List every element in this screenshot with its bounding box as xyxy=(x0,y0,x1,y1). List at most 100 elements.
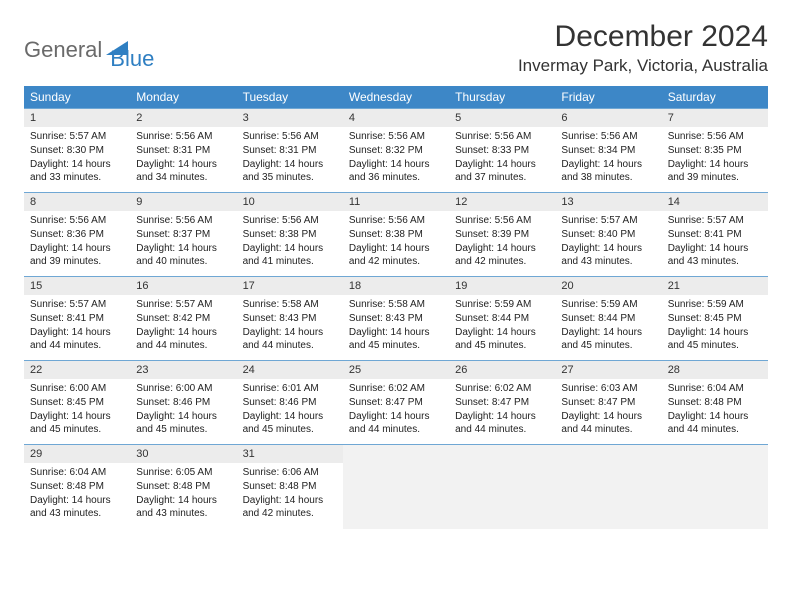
sunrise-line: Sunrise: 5:57 AM xyxy=(561,214,655,227)
sunrise-line: Sunrise: 5:56 AM xyxy=(561,130,655,143)
day-details: Sunrise: 6:04 AMSunset: 8:48 PMDaylight:… xyxy=(662,379,768,441)
day-details: Sunrise: 5:58 AMSunset: 8:43 PMDaylight:… xyxy=(343,295,449,357)
day-number: 3 xyxy=(237,109,343,127)
day-details: Sunrise: 6:04 AMSunset: 8:48 PMDaylight:… xyxy=(24,463,130,525)
sunrise-line: Sunrise: 6:02 AM xyxy=(349,382,443,395)
sunrise-line: Sunrise: 5:56 AM xyxy=(349,214,443,227)
sunset-line: Sunset: 8:34 PM xyxy=(561,144,655,157)
sunrise-line: Sunrise: 5:56 AM xyxy=(349,130,443,143)
sunrise-line: Sunrise: 6:04 AM xyxy=(668,382,762,395)
sunset-line: Sunset: 8:41 PM xyxy=(30,312,124,325)
sunrise-line: Sunrise: 5:56 AM xyxy=(243,130,337,143)
sunset-line: Sunset: 8:40 PM xyxy=(561,228,655,241)
sunset-line: Sunset: 8:47 PM xyxy=(455,396,549,409)
calendar-day: 15 Sunrise: 5:57 AMSunset: 8:41 PMDayligh… xyxy=(24,277,130,361)
sunset-line: Sunset: 8:48 PM xyxy=(136,480,230,493)
day-details: Sunrise: 5:56 AMSunset: 8:37 PMDaylight:… xyxy=(130,211,236,273)
day-details: Sunrise: 5:56 AMSunset: 8:31 PMDaylight:… xyxy=(237,127,343,189)
calendar-body: 1Sunrise: 5:57 AMSunset: 8:30 PMDaylight… xyxy=(24,109,768,529)
day-number: 23 xyxy=(130,361,236,379)
sunrise-line: Sunrise: 5:56 AM xyxy=(455,214,549,227)
sunrise-line: Sunrise: 5:59 AM xyxy=(455,298,549,311)
sunset-line: Sunset: 8:47 PM xyxy=(561,396,655,409)
day-number: 19 xyxy=(449,277,555,295)
sunset-line: Sunset: 8:35 PM xyxy=(668,144,762,157)
day-details: Sunrise: 5:59 AMSunset: 8:44 PMDaylight:… xyxy=(555,295,661,357)
calendar-day: 16Sunrise: 5:57 AMSunset: 8:42 PMDayligh… xyxy=(130,277,236,361)
daylight-line: Daylight: 14 hours and 44 minutes. xyxy=(136,326,230,352)
daylight-line: Daylight: 14 hours and 43 minutes. xyxy=(30,494,124,520)
sunrise-line: Sunrise: 5:56 AM xyxy=(668,130,762,143)
calendar-day: 7Sunrise: 5:56 AMSunset: 8:35 PMDaylight… xyxy=(662,109,768,193)
daylight-line: Daylight: 14 hours and 45 minutes. xyxy=(561,326,655,352)
day-number: 13 xyxy=(555,193,661,211)
sunrise-line: Sunrise: 6:02 AM xyxy=(455,382,549,395)
calendar-day-empty xyxy=(343,445,449,529)
sunset-line: Sunset: 8:38 PM xyxy=(243,228,337,241)
sunset-line: Sunset: 8:43 PM xyxy=(349,312,443,325)
calendar-day-empty xyxy=(449,445,555,529)
sunset-line: Sunset: 8:37 PM xyxy=(136,228,230,241)
sunset-line: Sunset: 8:48 PM xyxy=(30,480,124,493)
weekday-header: Tuesday xyxy=(237,86,343,109)
daylight-line: Daylight: 14 hours and 44 minutes. xyxy=(561,410,655,436)
day-number: 22 xyxy=(24,361,130,379)
sunset-line: Sunset: 8:42 PM xyxy=(136,312,230,325)
sunrise-line: Sunrise: 5:56 AM xyxy=(136,214,230,227)
daylight-line: Daylight: 14 hours and 41 minutes. xyxy=(243,242,337,268)
sunset-line: Sunset: 8:44 PM xyxy=(455,312,549,325)
day-details: Sunrise: 5:57 AMSunset: 8:30 PMDaylight:… xyxy=(24,127,130,189)
calendar-day: 25Sunrise: 6:02 AMSunset: 8:47 PMDayligh… xyxy=(343,361,449,445)
logo-text-general: General xyxy=(24,37,102,63)
sunset-line: Sunset: 8:47 PM xyxy=(349,396,443,409)
daylight-line: Daylight: 14 hours and 42 minutes. xyxy=(455,242,549,268)
header: General Blue December 2024 Invermay Park… xyxy=(24,20,768,76)
day-details: Sunrise: 5:56 AMSunset: 8:39 PMDaylight:… xyxy=(449,211,555,273)
daylight-line: Daylight: 14 hours and 39 minutes. xyxy=(668,158,762,184)
calendar-day: 12Sunrise: 5:56 AMSunset: 8:39 PMDayligh… xyxy=(449,193,555,277)
sunset-line: Sunset: 8:31 PM xyxy=(243,144,337,157)
day-number: 15 xyxy=(24,277,130,295)
day-details: Sunrise: 6:02 AMSunset: 8:47 PMDaylight:… xyxy=(449,379,555,441)
weekday-header: Saturday xyxy=(662,86,768,109)
daylight-line: Daylight: 14 hours and 42 minutes. xyxy=(349,242,443,268)
day-details: Sunrise: 5:57 AMSunset: 8:41 PMDaylight:… xyxy=(662,211,768,273)
day-number: 18 xyxy=(343,277,449,295)
day-number: 2 xyxy=(130,109,236,127)
weekday-header: Thursday xyxy=(449,86,555,109)
calendar-day-empty xyxy=(662,445,768,529)
sunset-line: Sunset: 8:30 PM xyxy=(30,144,124,157)
day-number: 14 xyxy=(662,193,768,211)
sunrise-line: Sunrise: 5:59 AM xyxy=(561,298,655,311)
daylight-line: Daylight: 14 hours and 44 minutes. xyxy=(30,326,124,352)
calendar-day: 13Sunrise: 5:57 AMSunset: 8:40 PMDayligh… xyxy=(555,193,661,277)
day-number: 5 xyxy=(449,109,555,127)
day-details: Sunrise: 5:56 AMSunset: 8:35 PMDaylight:… xyxy=(662,127,768,189)
calendar-day: 2Sunrise: 5:56 AMSunset: 8:31 PMDaylight… xyxy=(130,109,236,193)
daylight-line: Daylight: 14 hours and 43 minutes. xyxy=(668,242,762,268)
title-block: December 2024 Invermay Park, Victoria, A… xyxy=(518,20,768,76)
sunrise-line: Sunrise: 5:58 AM xyxy=(243,298,337,311)
sunrise-line: Sunrise: 5:57 AM xyxy=(136,298,230,311)
sunset-line: Sunset: 8:45 PM xyxy=(30,396,124,409)
day-details: Sunrise: 5:57 AMSunset: 8:42 PMDaylight:… xyxy=(130,295,236,357)
calendar-day: 23Sunrise: 6:00 AMSunset: 8:46 PMDayligh… xyxy=(130,361,236,445)
sunrise-line: Sunrise: 6:04 AM xyxy=(30,466,124,479)
sunrise-line: Sunrise: 5:58 AM xyxy=(349,298,443,311)
day-number: 20 xyxy=(555,277,661,295)
calendar-day: 6Sunrise: 5:56 AMSunset: 8:34 PMDaylight… xyxy=(555,109,661,193)
sunrise-line: Sunrise: 5:56 AM xyxy=(243,214,337,227)
daylight-line: Daylight: 14 hours and 45 minutes. xyxy=(668,326,762,352)
calendar-day: 29Sunrise: 6:04 AMSunset: 8:48 PMDayligh… xyxy=(24,445,130,529)
daylight-line: Daylight: 14 hours and 42 minutes. xyxy=(243,494,337,520)
day-number: 17 xyxy=(237,277,343,295)
sunrise-line: Sunrise: 5:57 AM xyxy=(30,298,124,311)
day-number: 30 xyxy=(130,445,236,463)
calendar-day: 4Sunrise: 5:56 AMSunset: 8:32 PMDaylight… xyxy=(343,109,449,193)
sunset-line: Sunset: 8:43 PM xyxy=(243,312,337,325)
sunset-line: Sunset: 8:45 PM xyxy=(668,312,762,325)
weekday-header: Friday xyxy=(555,86,661,109)
daylight-line: Daylight: 14 hours and 43 minutes. xyxy=(136,494,230,520)
daylight-line: Daylight: 14 hours and 37 minutes. xyxy=(455,158,549,184)
day-details: Sunrise: 5:56 AMSunset: 8:33 PMDaylight:… xyxy=(449,127,555,189)
